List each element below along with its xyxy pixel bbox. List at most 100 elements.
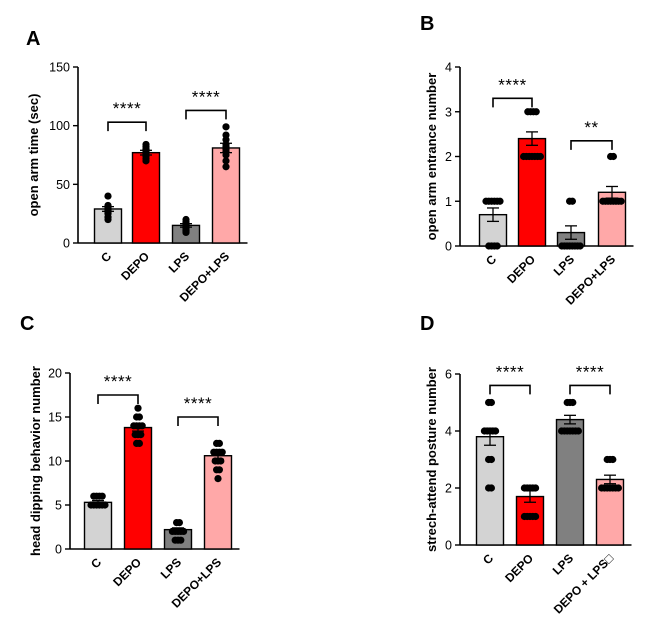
data-point — [532, 512, 540, 521]
y-tick-label: 0 — [445, 539, 452, 553]
y-tick-label: 100 — [49, 119, 70, 133]
data-point — [135, 439, 143, 447]
category-label: C — [88, 555, 104, 571]
category-label: LPS — [551, 252, 577, 278]
data-point — [138, 422, 146, 430]
y-axis-label: open arm time (sec) — [26, 94, 41, 217]
y-tick-label: 1 — [445, 195, 452, 209]
category-label: LPS — [550, 551, 576, 577]
data-point — [215, 466, 223, 474]
data-point — [137, 431, 145, 439]
category-label: DEPO — [502, 551, 536, 585]
significance-label: **** — [104, 372, 132, 391]
category-label: LPS — [158, 555, 184, 581]
data-point — [569, 398, 577, 407]
data-point — [222, 157, 230, 165]
panel-letter: D — [420, 313, 434, 335]
data-point — [617, 197, 625, 205]
data-point — [574, 427, 583, 435]
y-axis-label: head dipping behavior number — [28, 366, 43, 556]
data-point — [532, 108, 540, 116]
data-point — [609, 455, 617, 464]
data-point — [493, 242, 501, 250]
significance-label: **** — [192, 87, 220, 106]
data-point — [180, 527, 188, 536]
category-label: DEPO — [110, 555, 144, 589]
data-point — [104, 215, 112, 224]
data-point — [532, 484, 540, 492]
data-point — [101, 501, 109, 509]
data-point — [222, 151, 230, 159]
data-point — [134, 404, 142, 412]
y-tick-label: 0 — [445, 240, 452, 254]
y-tick-label: 6 — [445, 368, 452, 382]
category-label: C — [98, 249, 114, 265]
data-point — [614, 484, 623, 492]
data-point — [568, 197, 577, 205]
y-tick-label: 15 — [48, 411, 62, 425]
significance-label: **** — [576, 362, 604, 381]
significance-label: **** — [184, 394, 212, 413]
data-point — [135, 413, 143, 421]
data-point — [576, 242, 584, 250]
y-tick-label: 4 — [445, 425, 452, 439]
y-tick-label: 50 — [56, 178, 70, 192]
bar-2 — [555, 418, 585, 546]
data-point — [217, 457, 225, 465]
data-point — [98, 492, 106, 500]
data-point — [218, 448, 226, 456]
data-point — [175, 519, 183, 527]
data-point — [609, 152, 618, 161]
category-label: DEPO — [118, 249, 152, 283]
panel-letter: C — [20, 313, 34, 335]
y-tick-label: 2 — [445, 482, 452, 496]
significance-label: ** — [584, 118, 598, 137]
panel-letter: A — [26, 28, 40, 50]
bar-1 — [515, 495, 545, 546]
y-tick-label: 150 — [49, 61, 70, 75]
y-tick-label: 20 — [48, 367, 62, 381]
data-point — [142, 157, 150, 165]
significance-bracket — [97, 394, 139, 404]
y-tick-label: 2 — [445, 150, 452, 164]
significance-bracket — [570, 140, 613, 150]
significance-label: **** — [496, 362, 524, 381]
data-point — [536, 152, 545, 161]
bar-1 — [131, 151, 161, 244]
data-point — [487, 484, 495, 492]
significance-label: **** — [113, 99, 141, 118]
category-label: C — [480, 551, 496, 567]
data-point — [492, 427, 500, 435]
data-point — [222, 163, 230, 171]
data-point — [177, 536, 185, 544]
data-point — [104, 192, 112, 200]
significance-label: **** — [498, 75, 526, 94]
category-label: LPS — [166, 249, 192, 275]
data-point — [214, 475, 222, 483]
data-point — [222, 123, 230, 131]
data-point — [215, 439, 223, 447]
significance-bracket — [489, 384, 531, 395]
y-tick-label: 3 — [445, 105, 452, 119]
y-tick-label: 0 — [55, 543, 62, 557]
category-label: C — [483, 252, 499, 268]
data-point — [487, 398, 495, 407]
y-axis-label: open arm entrance number — [424, 73, 439, 241]
y-tick-label: 5 — [55, 499, 62, 513]
y-axis-label: strech-attend posture number — [424, 367, 439, 552]
significance-bracket — [107, 121, 147, 132]
significance-bracket — [177, 416, 219, 426]
data-point — [182, 228, 190, 237]
data-point — [487, 455, 495, 464]
y-tick-label: 4 — [445, 61, 452, 75]
bar-0 — [83, 501, 113, 550]
y-tick-label: 0 — [63, 237, 70, 251]
data-point — [496, 197, 504, 205]
significance-bracket — [185, 109, 227, 120]
significance-bracket — [569, 384, 611, 395]
